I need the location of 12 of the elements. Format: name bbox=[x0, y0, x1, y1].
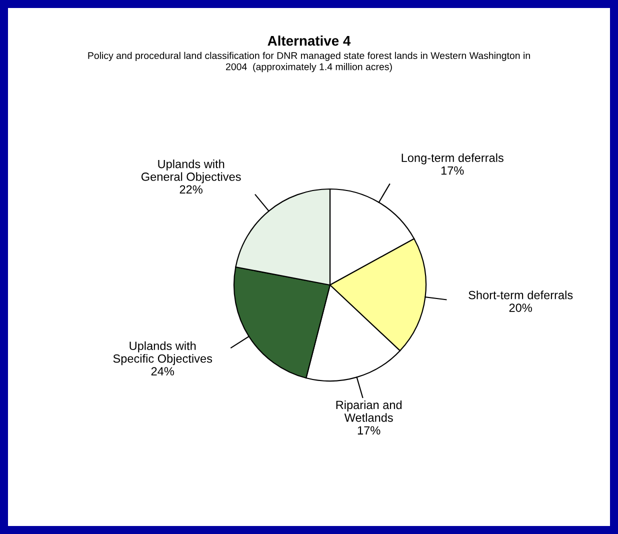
slice-label: Riparian and Wetlands bbox=[336, 400, 402, 422]
data-label: 22% bbox=[180, 185, 202, 194]
data-label: 24% bbox=[151, 367, 174, 376]
slice-label: Uplands with Specific Objectives bbox=[113, 341, 212, 366]
slice-label: Uplands with General Objectives bbox=[141, 160, 241, 184]
data-label: 20% bbox=[509, 304, 532, 312]
data-label: 17% bbox=[441, 166, 464, 175]
chart-title: Alternative 4 bbox=[268, 36, 351, 46]
slice-label: Long-term deferrals bbox=[402, 153, 504, 164]
chart-subtitle: Policy and procedural land classification for DNR managed state forest lands in Western Washington in 2004 (approximately 1.4 million acres) bbox=[88, 52, 530, 72]
legend-label: Short-term deferrals bbox=[468, 290, 573, 300]
data-label: 17% bbox=[358, 426, 380, 435]
